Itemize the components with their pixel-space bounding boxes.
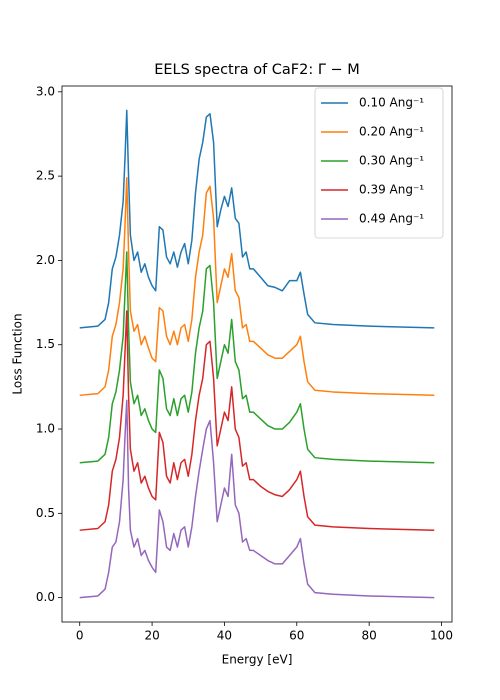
legend-label: 0.20 Ang⁻¹	[359, 125, 424, 139]
x-tick-label: 20	[144, 629, 159, 643]
y-tick-label: 2.5	[36, 169, 55, 183]
x-tick-label: 40	[217, 629, 232, 643]
y-tick-label: 2.0	[36, 253, 55, 267]
x-tick-label: 80	[362, 629, 377, 643]
series-line	[79, 310, 435, 531]
x-tick-label: 0	[76, 629, 84, 643]
y-tick-label: 1.5	[36, 337, 55, 351]
legend-label: 0.49 Ang⁻¹	[359, 212, 424, 226]
y-tick-label: 0.5	[36, 506, 55, 520]
legend-box	[314, 87, 444, 239]
series-line	[79, 177, 435, 397]
x-tick-label: 100	[430, 629, 453, 643]
legend-label: 0.30 Ang⁻¹	[359, 154, 424, 168]
chart-title: EELS spectra of CaF2: Γ − M	[154, 62, 360, 78]
x-tick-label: 60	[289, 629, 304, 643]
series-line	[79, 251, 435, 464]
plot-frame	[61, 85, 453, 623]
y-axis-label: Loss Function	[11, 313, 25, 394]
y-tick-label: 0.0	[36, 590, 55, 604]
series-line	[79, 109, 435, 329]
series-line	[79, 399, 435, 599]
x-axis-label: Energy [eV]	[222, 653, 293, 667]
y-tick-label: 3.0	[36, 84, 55, 98]
legend-label: 0.39 Ang⁻¹	[359, 183, 424, 197]
y-tick-label: 1.0	[36, 422, 55, 436]
legend-label: 0.10 Ang⁻¹	[359, 96, 424, 110]
